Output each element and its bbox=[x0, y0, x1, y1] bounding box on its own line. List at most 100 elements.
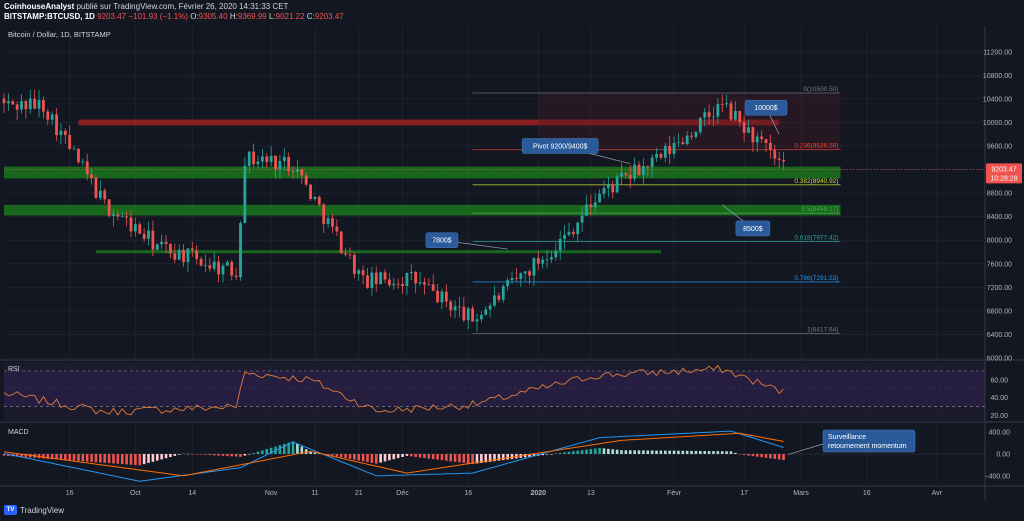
macd-histogram-bar bbox=[99, 454, 102, 463]
macd-histogram-bar bbox=[374, 454, 378, 464]
candle bbox=[37, 89, 41, 118]
c-value: 9203.47 bbox=[314, 12, 344, 21]
macd-histogram-bar bbox=[81, 454, 85, 462]
candle-body bbox=[585, 204, 588, 216]
macd-histogram-bar bbox=[602, 448, 606, 454]
macd-histogram-bar bbox=[230, 454, 234, 457]
macd-histogram-bar bbox=[712, 451, 715, 454]
macd-histogram-bar bbox=[418, 454, 422, 458]
macd-histogram-bar bbox=[598, 447, 601, 454]
candle-body bbox=[186, 248, 190, 263]
fib-level-label: 0.786(7291.53) bbox=[794, 275, 838, 282]
macd-histogram-bar bbox=[46, 454, 50, 459]
macd-histogram-bar bbox=[15, 454, 19, 457]
macd-histogram-bar bbox=[453, 454, 457, 462]
macd-histogram-bar bbox=[182, 453, 185, 455]
candle-body bbox=[383, 272, 387, 280]
candle bbox=[304, 172, 308, 187]
candle-body bbox=[475, 319, 479, 322]
macd-histogram-bar bbox=[269, 447, 273, 454]
candle-body bbox=[55, 114, 58, 136]
macd-histogram-bar bbox=[348, 454, 352, 459]
macd-histogram-bar bbox=[134, 454, 137, 465]
macd-histogram-bar bbox=[173, 454, 177, 456]
price-tick-label: 10000.00 bbox=[983, 120, 1012, 127]
candle-body bbox=[440, 291, 444, 303]
candle-body bbox=[484, 309, 488, 315]
candle-body bbox=[225, 261, 229, 266]
macd-histogram-bar bbox=[379, 454, 382, 463]
candle bbox=[681, 137, 685, 145]
macd-histogram-bar bbox=[247, 454, 251, 455]
candle bbox=[506, 277, 510, 291]
candle bbox=[138, 221, 142, 234]
candle-body bbox=[204, 265, 207, 267]
time-tick-label: Févr bbox=[667, 490, 682, 497]
candle-body bbox=[112, 214, 115, 216]
macd-histogram-bar bbox=[484, 454, 488, 463]
macd-histogram-bar bbox=[366, 454, 369, 463]
candle bbox=[698, 117, 702, 135]
time-tick-label: Avr bbox=[932, 490, 943, 497]
annotation-text: 8500$ bbox=[743, 226, 763, 233]
macd-histogram-bar bbox=[265, 449, 269, 454]
candle bbox=[195, 245, 199, 265]
candle bbox=[300, 168, 304, 185]
candle bbox=[725, 94, 729, 108]
macd-histogram-bar bbox=[672, 450, 676, 454]
macd-histogram-bar bbox=[620, 450, 623, 454]
macd-histogram-bar bbox=[558, 452, 562, 454]
candle-body bbox=[729, 103, 733, 120]
macd-histogram-bar bbox=[212, 454, 216, 456]
macd-histogram-bar bbox=[423, 454, 426, 459]
macd-histogram-bar bbox=[243, 454, 247, 456]
candle-body bbox=[782, 160, 785, 162]
candle bbox=[620, 162, 623, 186]
momentum-line-1: Surveillance bbox=[828, 434, 866, 441]
candle bbox=[81, 158, 85, 166]
candle bbox=[598, 189, 602, 203]
macd-histogram-bar bbox=[716, 451, 720, 454]
price-tick-label: 8000.00 bbox=[987, 238, 1012, 245]
candle-body bbox=[646, 166, 650, 168]
candle bbox=[659, 152, 663, 160]
candle bbox=[374, 266, 378, 292]
candle-body bbox=[260, 156, 264, 162]
candle-body bbox=[624, 173, 628, 175]
candle-body bbox=[712, 116, 715, 118]
time-tick-label: 2020 bbox=[531, 490, 547, 497]
candle-body bbox=[147, 230, 150, 239]
macd-histogram-bar bbox=[488, 454, 492, 462]
candle bbox=[541, 255, 545, 269]
candle bbox=[401, 277, 404, 294]
candle bbox=[782, 151, 785, 170]
macd-histogram-bar bbox=[659, 450, 663, 454]
candle-body bbox=[50, 114, 54, 120]
candle-body bbox=[668, 145, 672, 154]
candle bbox=[379, 271, 383, 285]
candle bbox=[602, 180, 606, 199]
macd-histogram-bar bbox=[572, 451, 575, 454]
macd-histogram-bar bbox=[668, 450, 671, 454]
price-tick-label: 7200.00 bbox=[987, 285, 1012, 292]
candle-body bbox=[493, 295, 496, 306]
candle bbox=[764, 138, 768, 153]
candle-body bbox=[501, 286, 505, 300]
candle-body bbox=[694, 132, 698, 137]
candle bbox=[243, 157, 247, 224]
candle bbox=[514, 267, 518, 282]
candle-body bbox=[374, 272, 378, 285]
macd-histogram-bar bbox=[383, 454, 387, 462]
candle-body bbox=[650, 157, 654, 168]
footer-brand[interactable]: TV TradingView bbox=[4, 505, 64, 515]
candle bbox=[523, 271, 527, 283]
candle bbox=[571, 228, 575, 238]
macd-histogram-bar bbox=[401, 454, 404, 457]
annotation-text: 10000$ bbox=[754, 105, 777, 112]
candle-body bbox=[698, 117, 702, 133]
time-tick-label: Déc bbox=[396, 490, 409, 497]
macd-histogram-bar bbox=[655, 450, 658, 454]
candle bbox=[344, 247, 347, 257]
macd-histogram-bar bbox=[234, 454, 238, 457]
candle bbox=[576, 221, 580, 243]
